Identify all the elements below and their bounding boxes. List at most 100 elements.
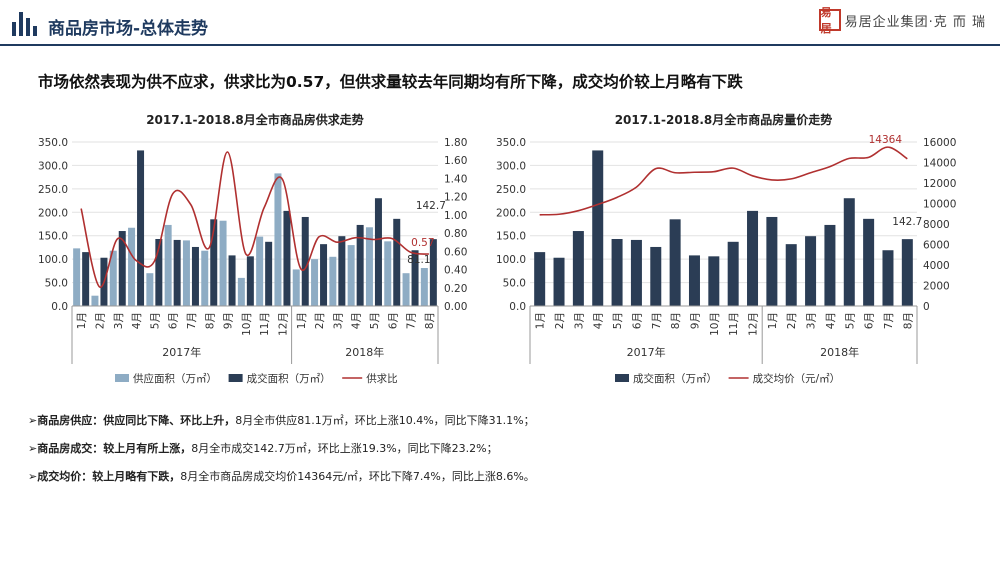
x-tick-label: 10月 <box>709 312 721 336</box>
y-left-tick-label: 50.0 <box>503 278 526 290</box>
legend-label: 成交均价（元/㎡） <box>753 372 841 385</box>
x-tick-label: 8月 <box>902 312 914 329</box>
x-tick-label: 4月 <box>131 312 143 329</box>
brand-name: 易居企业集团·克 而 瑞 <box>844 14 986 30</box>
y-left-tick-label: 0.0 <box>509 301 526 313</box>
bar-supply <box>91 295 99 306</box>
legend-label: 成交面积（万㎡） <box>247 372 331 385</box>
line-series <box>80 151 429 288</box>
bar-supply <box>73 248 81 306</box>
data-label-price: 14364 <box>869 134 903 146</box>
bar-transaction <box>863 218 875 306</box>
bar-transaction <box>534 252 546 306</box>
chart-title: 2017.1-2018.8月全市商品房供求走势 <box>146 112 364 127</box>
data-label-supply: 81.1 <box>407 254 430 266</box>
bar-transaction <box>747 210 759 306</box>
line-series <box>539 146 908 216</box>
x-tick-label: 11月 <box>728 312 740 336</box>
y-left-tick-label: 250.0 <box>38 184 68 196</box>
bullet-price-text: 8月全市商品房成交均价14364元/㎡，环比下降7.4%，同比上涨8.6%。 <box>180 470 535 483</box>
bar-supply <box>146 273 154 306</box>
x-tick-label: 6月 <box>864 312 876 329</box>
bar-transaction <box>338 236 346 306</box>
y-right-tick-label: 0 <box>923 301 930 313</box>
bar-transaction <box>669 219 681 306</box>
header-divider <box>0 44 1000 46</box>
y-right-tick-label: 1.00 <box>444 210 467 222</box>
x-tick-label: 5月 <box>149 312 161 329</box>
y-left-tick-label: 300.0 <box>496 160 526 172</box>
bar-supply <box>164 224 172 306</box>
y-right-tick-label: 10000 <box>923 199 956 211</box>
bullet-supply-text: 8月全市供应81.1万㎡，环比上涨10.4%，同比下降31.1%； <box>235 414 535 427</box>
bar-transaction <box>155 238 163 306</box>
y-left-tick-label: 200.0 <box>496 207 526 219</box>
bar-supply <box>365 227 373 306</box>
bar-supply <box>109 250 117 306</box>
y-left-tick-label: 0.0 <box>51 301 68 313</box>
data-label-transaction: 142.7 <box>416 200 446 212</box>
bar-transaction <box>843 198 855 306</box>
y-right-tick-label: 0.40 <box>444 265 467 277</box>
x-tick-label: 2月 <box>94 312 106 329</box>
bar-transaction <box>882 250 894 306</box>
x-tick-label: 8月 <box>204 312 216 329</box>
y-left-tick-label: 350.0 <box>38 137 68 149</box>
y-right-tick-label: 1.20 <box>444 192 467 204</box>
bar-supply <box>128 227 136 306</box>
bar-transaction <box>356 224 364 306</box>
y-left-tick-label: 300.0 <box>38 160 68 172</box>
legend-swatch <box>228 374 243 382</box>
x-tick-label: 10月 <box>241 312 253 336</box>
bar-transaction <box>411 250 419 306</box>
x-tick-label: 8月 <box>670 312 682 329</box>
x-tick-label: 1月 <box>296 312 308 329</box>
x-tick-label: 11月 <box>259 312 271 336</box>
x-tick-label: 7月 <box>186 312 198 329</box>
x-tick-label: 12月 <box>277 312 289 336</box>
bar-supply <box>292 269 300 306</box>
bar-transaction <box>429 239 437 306</box>
y-right-tick-label: 8000 <box>923 219 950 231</box>
y-right-tick-label: 0.80 <box>444 228 467 240</box>
y-left-tick-label: 100.0 <box>496 254 526 266</box>
x-tick-label: 7月 <box>883 312 895 329</box>
headline: 市场依然表现为供不应求，供求比为0.57，但供求量较去年同期均有所下降，成交均价… <box>38 73 743 91</box>
x-tick-label: 1月 <box>76 312 88 329</box>
y-right-tick-label: 0.20 <box>444 283 467 295</box>
bar-transaction <box>727 241 739 306</box>
bullet-transaction-bold: 商品房成交：较上月有所上涨， <box>37 442 192 455</box>
x-tick-label: 6月 <box>631 312 643 329</box>
bar-supply <box>329 256 337 306</box>
y-right-tick-label: 1.80 <box>444 137 467 149</box>
bar-transaction <box>901 239 913 306</box>
bar-transaction <box>785 244 797 306</box>
group-label: 2018年 <box>820 345 859 359</box>
brand-seal-icon: 易居 <box>818 6 841 35</box>
bar-transaction <box>228 255 236 306</box>
x-tick-label: 5月 <box>369 312 381 329</box>
x-tick-label: 2月 <box>314 312 326 329</box>
bar-transaction <box>320 244 328 306</box>
x-tick-label: 1月 <box>535 312 547 329</box>
x-tick-label: 6月 <box>168 312 180 329</box>
group-label: 2017年 <box>162 345 201 359</box>
x-tick-label: 3月 <box>113 312 125 329</box>
y-left-tick-label: 200.0 <box>38 207 68 219</box>
bar-transaction <box>766 216 778 306</box>
x-tick-label: 2月 <box>554 312 566 329</box>
bar-supply <box>256 236 264 306</box>
bullet-transaction-text: 8月全市成交142.7万㎡，环比上涨19.3%，同比下降23.2%； <box>191 442 498 455</box>
bar-transaction <box>630 239 642 306</box>
x-tick-label: 9月 <box>689 312 701 329</box>
bar-transaction <box>572 231 584 306</box>
bar-transaction <box>805 236 817 306</box>
x-tick-label: 9月 <box>223 312 235 329</box>
x-tick-label: 12月 <box>748 312 760 336</box>
y-right-tick-label: 0.00 <box>444 301 467 313</box>
x-tick-label: 7月 <box>406 312 418 329</box>
y-left-tick-label: 150.0 <box>38 231 68 243</box>
supply-demand-chart: 2017.1-2018.8月全市商品房供求走势 0.0 50.0 100.0 150.0… <box>38 112 467 385</box>
bar-supply <box>182 240 190 306</box>
bar-supply <box>420 267 428 306</box>
